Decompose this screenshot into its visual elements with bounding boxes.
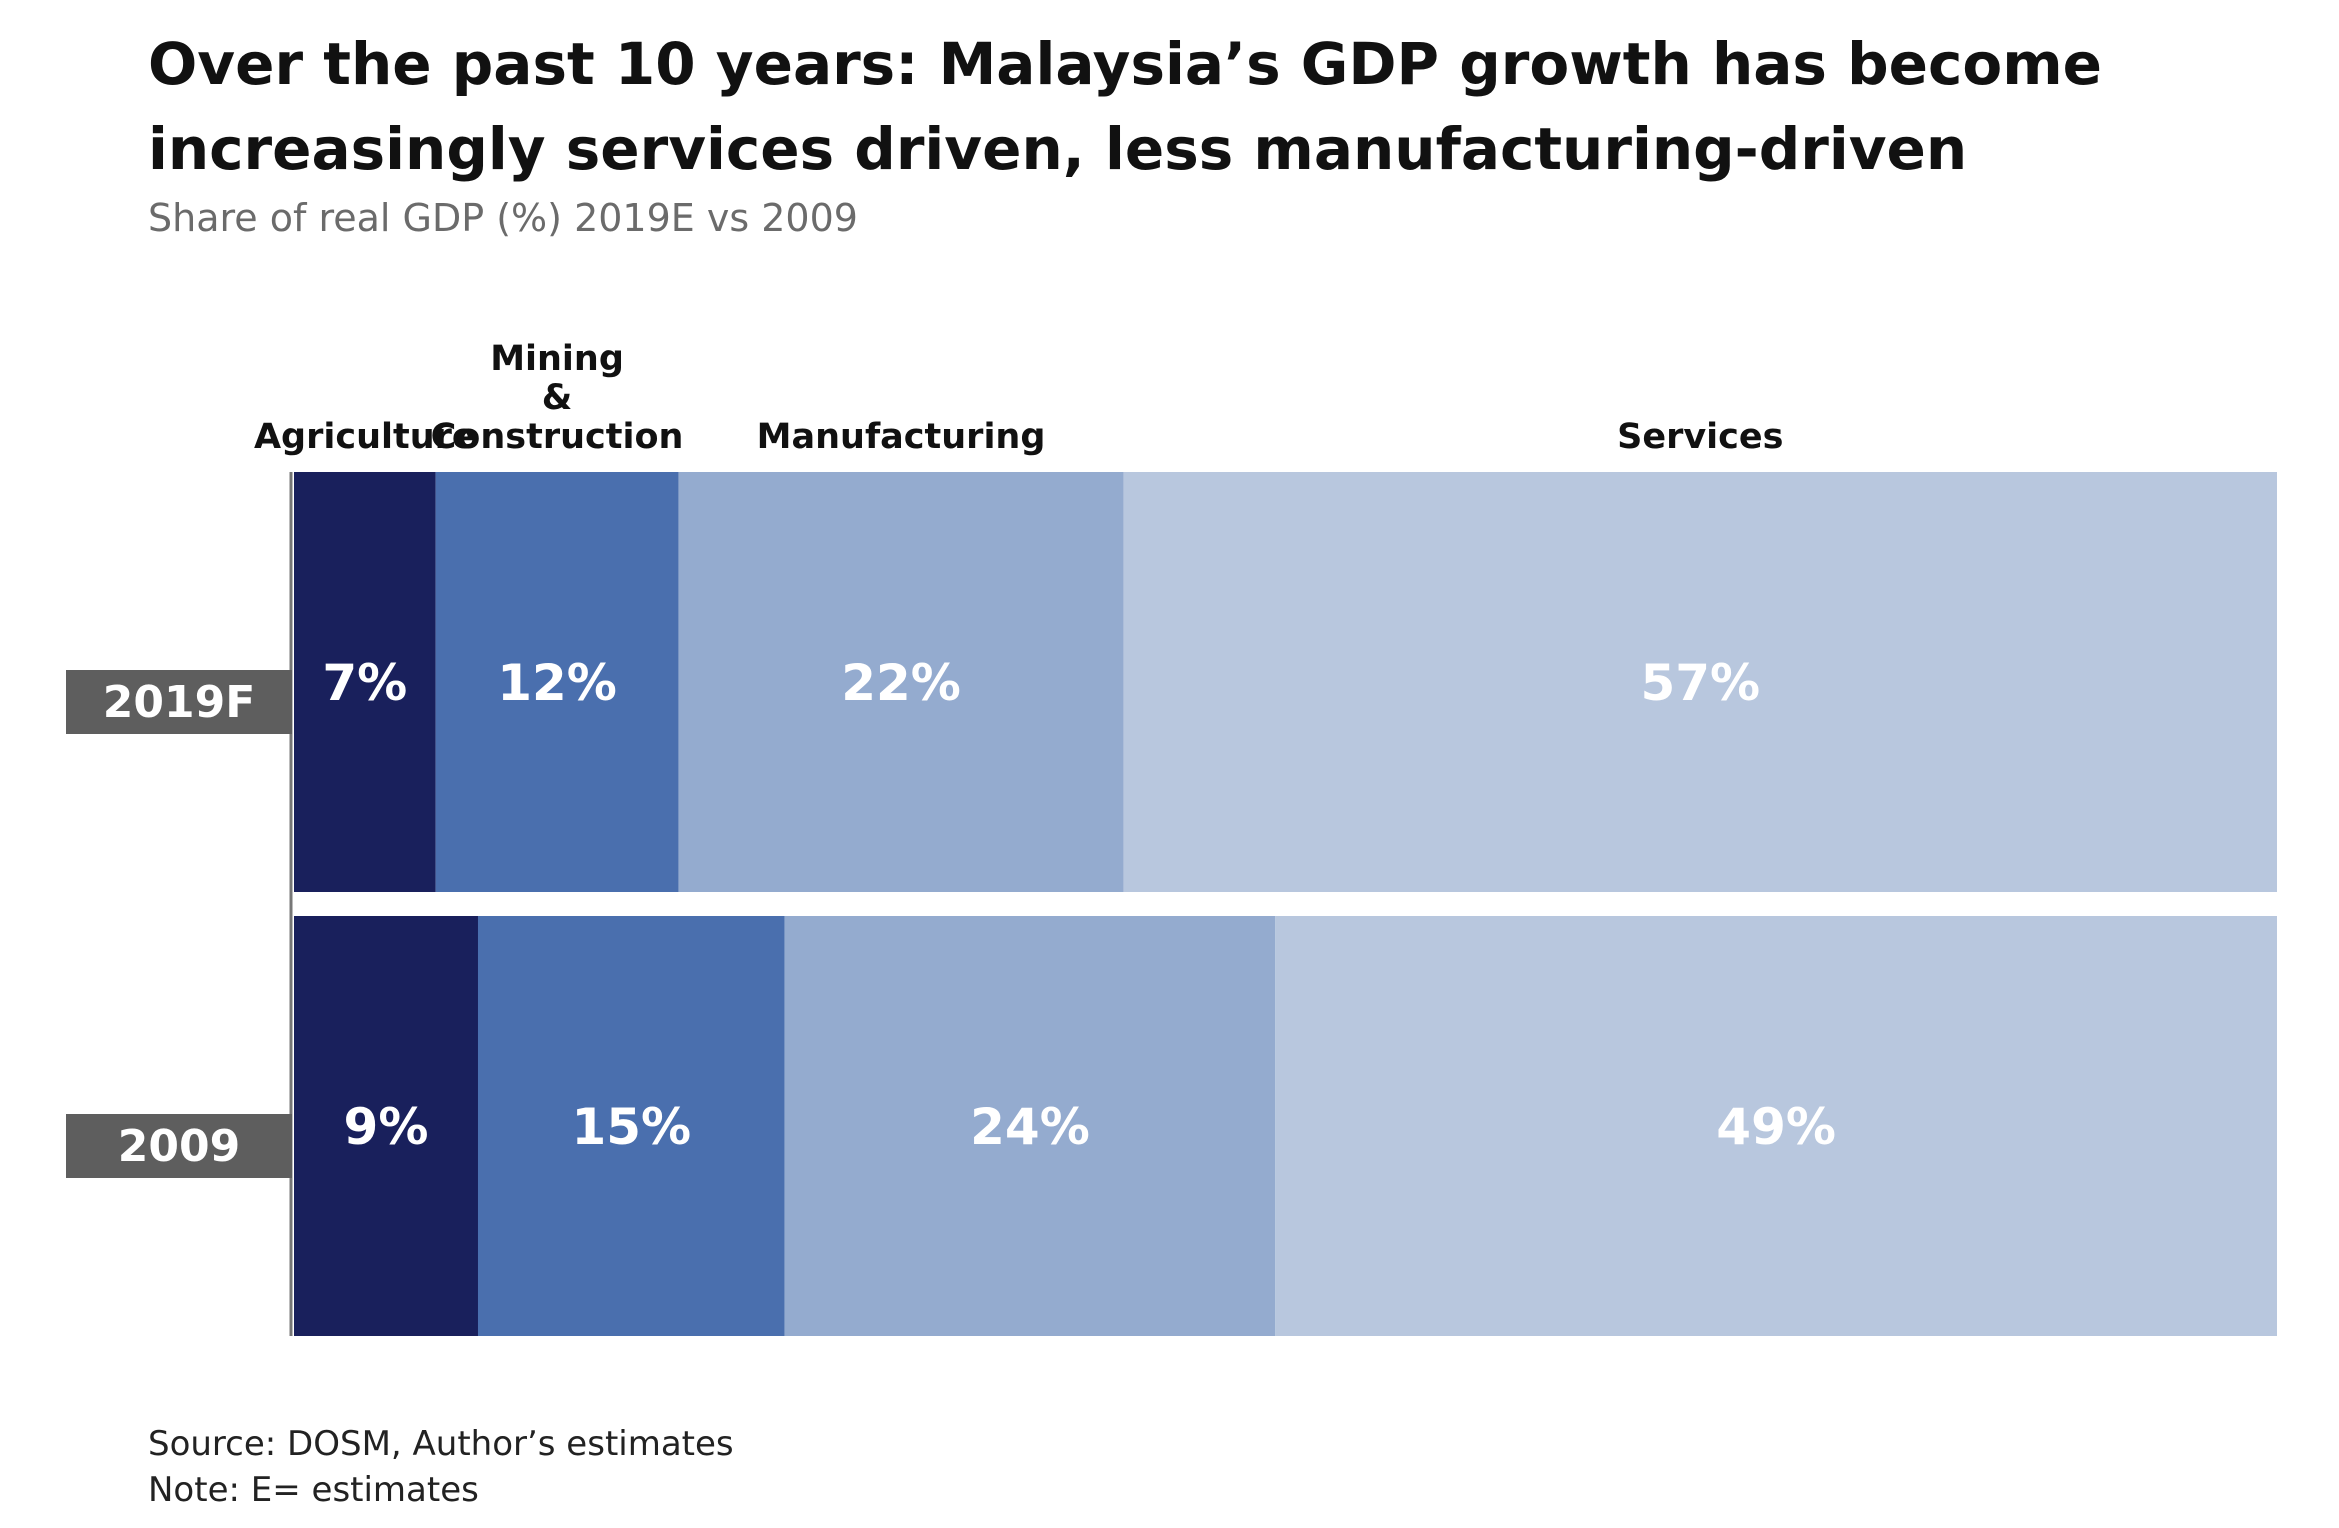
source-note: Source: DOSM, Author’s estimates bbox=[148, 1424, 734, 1464]
legend-header-mining-and-construction-line-2: & bbox=[542, 378, 573, 418]
estimate-note: Note: E= estimates bbox=[148, 1470, 479, 1510]
legend-header-services-line-1: Services bbox=[1617, 417, 1783, 457]
bar-segment-manufacturing-2019f bbox=[678, 472, 1124, 892]
year-tag-2009 bbox=[66, 1114, 292, 1178]
data-label-mining-and-construction-2019f: 12% bbox=[497, 654, 617, 712]
data-label-manufacturing-2009: 24% bbox=[970, 1098, 1090, 1156]
legend-header-mining-and-construction-line-3: Construction bbox=[431, 417, 684, 457]
data-label-agriculture-2019f: 7% bbox=[322, 654, 407, 712]
bar-segment-services-2019f bbox=[1123, 472, 2277, 892]
data-label-manufacturing-2019f: 22% bbox=[841, 654, 961, 712]
bar-segment-manufacturing-2009 bbox=[784, 916, 1276, 1336]
legend-header-agriculture-line-1: Agriculture bbox=[254, 417, 476, 457]
year-label-2009: 2009 bbox=[118, 1121, 240, 1172]
bar-segment-agriculture-2009 bbox=[294, 916, 478, 1336]
bar-segment-agriculture-2019f bbox=[294, 472, 436, 892]
chart-subtitle: Share of real GDP (%) 2019E vs 2009 bbox=[148, 196, 858, 240]
data-label-services-2009: 49% bbox=[1716, 1098, 1836, 1156]
year-tag-2019f bbox=[66, 670, 292, 734]
chart-title: Over the past 10 years: Malaysia’s GDP g… bbox=[148, 30, 2102, 183]
data-label-mining-and-construction-2009: 15% bbox=[571, 1098, 691, 1156]
bar-segment-mining-and-construction-2009 bbox=[477, 916, 785, 1336]
bar-segment-mining-and-construction-2019f bbox=[435, 472, 679, 892]
bar-segment-services-2009 bbox=[1275, 916, 2277, 1336]
legend-header-mining-and-construction-line-1: Mining bbox=[490, 339, 624, 379]
data-label-agriculture-2009: 9% bbox=[344, 1098, 429, 1156]
data-label-services-2019f: 57% bbox=[1640, 654, 1760, 712]
year-label-2019f: 2019F bbox=[103, 677, 256, 728]
legend-header-manufacturing-line-1: Manufacturing bbox=[757, 417, 1046, 457]
